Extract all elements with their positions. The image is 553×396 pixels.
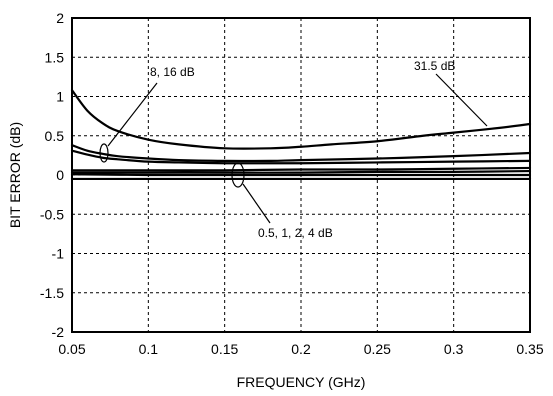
y-tick-label: -2 [52, 324, 65, 340]
y-tick-label: -0.5 [40, 206, 64, 222]
annotation-leader-0-5-4-db [242, 183, 271, 224]
y-tick-label: 0 [56, 167, 64, 183]
annotation-ellipse-8-16-db [99, 143, 109, 163]
annotation-leader-31-5-db [435, 73, 488, 127]
x-tick-labels: 0.05 0.1 0.15 0.2 0.25 0.3 0.35 [58, 341, 543, 357]
series-lines [70, 89, 532, 181]
y-tick-label: 1.5 [45, 49, 65, 65]
y-tick-label: -1.5 [40, 285, 64, 301]
x-tick-label: 0.2 [291, 341, 311, 357]
x-tick-label: 0.35 [516, 341, 543, 357]
y-tick-labels: 2 1.5 1 0.5 0 -0.5 -1 -1.5 -2 [40, 10, 64, 340]
x-tick-label: 0.25 [364, 341, 391, 357]
series-line-1 [70, 89, 532, 150]
annotation-31-5-db: 31.5 dB [414, 59, 455, 73]
x-axis-label: FREQUENCY (GHz) [237, 374, 366, 390]
x-tick-label: 0.15 [211, 341, 238, 357]
y-tick-label: 2 [56, 10, 64, 26]
annotation-8-16-db: 8, 16 dB [150, 65, 195, 79]
annotation-ellipse-0-5-4-db [231, 162, 245, 188]
x-tick-label: 0.05 [58, 341, 85, 357]
series-line-5 [70, 169, 532, 174]
series-line-4 [70, 166, 532, 172]
y-tick-label: 1 [56, 89, 64, 105]
y-tick-label: -1 [52, 246, 65, 262]
series-line-6 [70, 173, 532, 177]
plot-frame [71, 17, 531, 333]
x-tick-label: 0.1 [139, 341, 159, 357]
x-tick-label: 0.3 [444, 341, 464, 357]
y-tick-label: 0.5 [45, 128, 65, 144]
series-line-2 [70, 144, 532, 163]
annotation-leader-8-16-db [107, 82, 158, 147]
y-axis-label: BIT ERROR (dB) [7, 122, 23, 228]
series-line-3 [70, 149, 532, 165]
annotation-0-5-1-2-4-db: 0.5, 1, 2, 4 dB [258, 226, 333, 240]
